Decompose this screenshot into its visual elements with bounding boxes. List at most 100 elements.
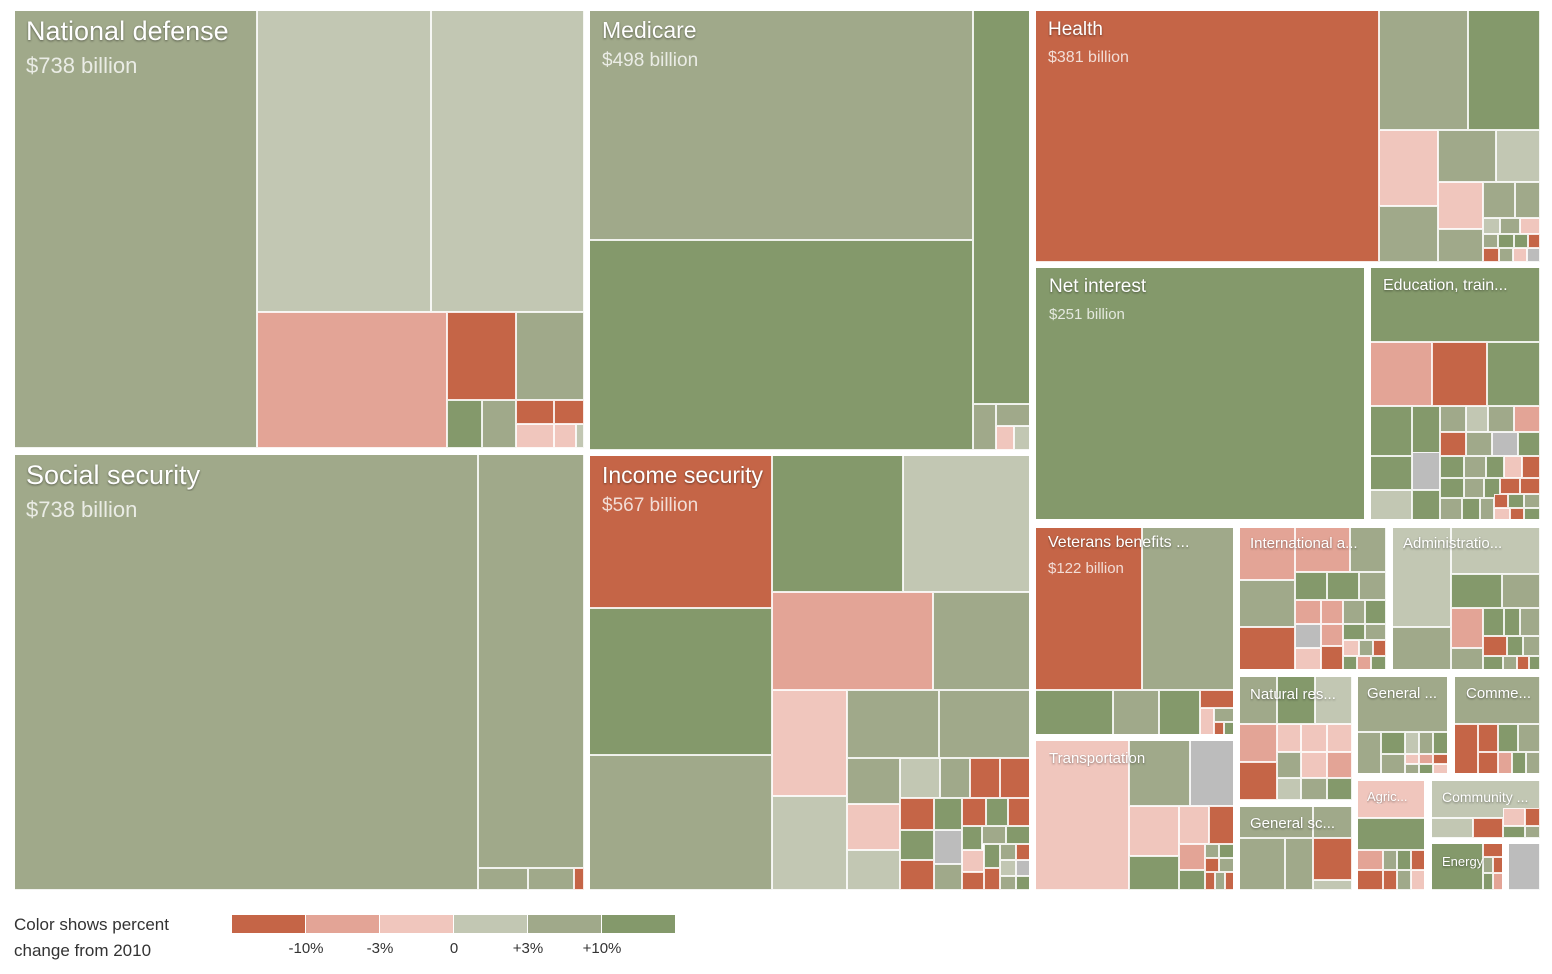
treemap-cell[interactable] (1494, 494, 1508, 508)
treemap-cell[interactable] (1523, 636, 1540, 656)
treemap-cell[interactable] (1392, 527, 1451, 627)
treemap-cell[interactable] (1498, 752, 1512, 774)
treemap-cell[interactable] (1503, 656, 1517, 670)
treemap-cell[interactable] (1381, 754, 1405, 774)
treemap-cell[interactable] (962, 850, 984, 872)
treemap-cell[interactable] (1205, 872, 1215, 890)
treemap-cell[interactable] (1518, 724, 1540, 752)
treemap-cell[interactable] (1508, 494, 1524, 508)
treemap-cell[interactable] (1466, 406, 1488, 432)
treemap-cell[interactable] (1277, 676, 1315, 724)
treemap-cell[interactable] (1301, 724, 1327, 752)
treemap-cell[interactable] (1405, 764, 1419, 774)
treemap-cell[interactable] (1343, 600, 1365, 624)
treemap-cell[interactable] (1492, 432, 1518, 456)
treemap-cell[interactable] (1438, 182, 1483, 229)
treemap-cell[interactable] (1488, 406, 1514, 432)
treemap-cell[interactable] (1343, 656, 1357, 670)
treemap-cell[interactable] (1225, 872, 1234, 890)
treemap-cell[interactable] (1520, 478, 1540, 494)
treemap-cell[interactable] (554, 424, 576, 448)
treemap-cell[interactable] (973, 10, 1030, 404)
treemap-cell[interactable] (1473, 818, 1503, 838)
treemap-cell[interactable] (1179, 806, 1209, 844)
treemap-cell[interactable] (516, 312, 584, 400)
treemap-cell[interactable] (1494, 508, 1510, 520)
treemap-cell[interactable] (1035, 267, 1365, 520)
treemap-cell[interactable] (1129, 806, 1179, 856)
treemap-cell[interactable] (1520, 218, 1540, 234)
treemap-cell[interactable] (1035, 527, 1142, 690)
treemap-cell[interactable] (1321, 600, 1343, 624)
treemap-cell[interactable] (1315, 676, 1352, 724)
treemap-cell[interactable] (1371, 656, 1386, 670)
treemap-cell[interactable] (1295, 600, 1321, 624)
treemap-cell[interactable] (1440, 406, 1466, 432)
treemap-cell[interactable] (1405, 754, 1419, 764)
treemap-cell[interactable] (847, 850, 900, 890)
treemap-cell[interactable] (1205, 844, 1219, 858)
treemap-cell[interactable] (973, 404, 996, 450)
treemap-cell[interactable] (1440, 498, 1462, 520)
treemap-cell[interactable] (516, 424, 554, 448)
treemap-cell[interactable] (1512, 752, 1526, 774)
treemap-cell[interactable] (1239, 806, 1313, 838)
treemap-cell[interactable] (984, 868, 1000, 890)
treemap-cell[interactable] (1327, 572, 1359, 600)
treemap-cell[interactable] (1504, 608, 1520, 636)
treemap-cell[interactable] (1214, 722, 1224, 735)
treemap-cell[interactable] (1006, 826, 1030, 844)
treemap-cell[interactable] (1295, 648, 1321, 670)
treemap-cell[interactable] (1205, 858, 1219, 872)
treemap-cell[interactable] (1224, 722, 1234, 735)
treemap-cell[interactable] (1301, 778, 1327, 800)
treemap-cell[interactable] (982, 826, 1006, 844)
treemap-cell[interactable] (1357, 870, 1383, 890)
treemap-cell[interactable] (1295, 572, 1327, 600)
treemap-cell[interactable] (1525, 808, 1540, 826)
treemap-cell[interactable] (900, 758, 940, 798)
treemap-cell[interactable] (1359, 640, 1373, 656)
treemap-cell[interactable] (772, 690, 847, 796)
treemap-cell[interactable] (589, 455, 772, 608)
treemap-cell[interactable] (1526, 752, 1540, 774)
treemap-cell[interactable] (1483, 843, 1503, 857)
treemap-cell[interactable] (1365, 624, 1386, 640)
treemap-cell[interactable] (1239, 676, 1277, 724)
treemap-cell[interactable] (589, 608, 772, 755)
treemap-cell[interactable] (1219, 844, 1234, 858)
treemap-cell[interactable] (516, 400, 554, 424)
treemap-cell[interactable] (1524, 494, 1540, 508)
treemap-cell[interactable] (1484, 478, 1500, 498)
treemap-cell[interactable] (1522, 456, 1540, 478)
treemap-cell[interactable] (934, 798, 962, 830)
treemap-cell[interactable] (1527, 248, 1540, 262)
treemap-cell[interactable] (1313, 880, 1352, 890)
treemap-cell[interactable] (1493, 857, 1503, 873)
treemap-cell[interactable] (1454, 676, 1540, 724)
treemap-cell[interactable] (1419, 754, 1433, 764)
treemap-cell[interactable] (1483, 873, 1493, 890)
treemap-cell[interactable] (1486, 456, 1504, 478)
treemap-cell[interactable] (934, 830, 962, 864)
treemap-cell[interactable] (1000, 860, 1016, 876)
treemap-cell[interactable] (1370, 456, 1412, 490)
treemap-cell[interactable] (934, 864, 962, 890)
treemap-cell[interactable] (1419, 764, 1433, 774)
treemap-cell[interactable] (1503, 808, 1525, 826)
treemap-cell[interactable] (1035, 690, 1113, 735)
treemap-cell[interactable] (1142, 527, 1234, 690)
treemap-cell[interactable] (1357, 656, 1371, 670)
treemap-cell[interactable] (1016, 844, 1030, 860)
treemap-cell[interactable] (1379, 206, 1438, 262)
treemap-cell[interactable] (939, 690, 1030, 758)
treemap-cell[interactable] (1370, 406, 1412, 456)
treemap-cell[interactable] (1419, 732, 1433, 754)
treemap-cell[interactable] (900, 830, 934, 860)
treemap-cell[interactable] (576, 424, 584, 448)
treemap-cell[interactable] (1277, 724, 1301, 752)
treemap-cell[interactable] (1433, 754, 1448, 764)
treemap-cell[interactable] (589, 10, 973, 240)
treemap-cell[interactable] (1379, 130, 1438, 206)
treemap-cell[interactable] (1504, 456, 1522, 478)
